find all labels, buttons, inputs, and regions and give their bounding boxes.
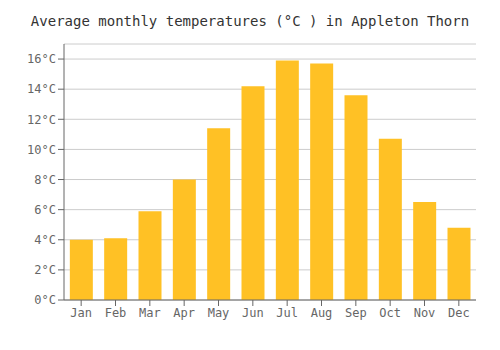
html-text:Average monthly temperatures (: Average monthly temperatures (°C ) in Ap… bbox=[30, 13, 470, 29]
svg-text:Jan: Jan bbox=[70, 306, 92, 320]
svg-text:May: May bbox=[208, 306, 230, 320]
svg-text:6°C: 6°C bbox=[34, 203, 56, 217]
svg-text:2°C: 2°C bbox=[34, 263, 56, 277]
svg-text:Apr: Apr bbox=[173, 306, 195, 320]
svg-text:8°C: 8°C bbox=[34, 173, 56, 187]
svg-text:16°C: 16°C bbox=[27, 52, 56, 66]
svg-text:12°C: 12°C bbox=[27, 113, 56, 127]
svg-text:Jun: Jun bbox=[242, 306, 264, 320]
svg-text:14°C: 14°C bbox=[27, 82, 56, 96]
svg-text:4°C: 4°C bbox=[34, 233, 56, 247]
svg-text:Oct: Oct bbox=[379, 306, 401, 320]
svg-text:10°C: 10°C bbox=[27, 143, 56, 157]
svg-text:Nov: Nov bbox=[414, 306, 436, 320]
svg-text:Feb: Feb bbox=[105, 306, 127, 320]
svg-text:Dec: Dec bbox=[448, 306, 470, 320]
svg-text:Sep: Sep bbox=[345, 306, 367, 320]
svg-text:0°C: 0°C bbox=[34, 293, 56, 307]
svg-text:Mar: Mar bbox=[139, 306, 161, 320]
svg-text:Aug: Aug bbox=[311, 306, 333, 320]
svg-text:Jul: Jul bbox=[276, 306, 298, 320]
